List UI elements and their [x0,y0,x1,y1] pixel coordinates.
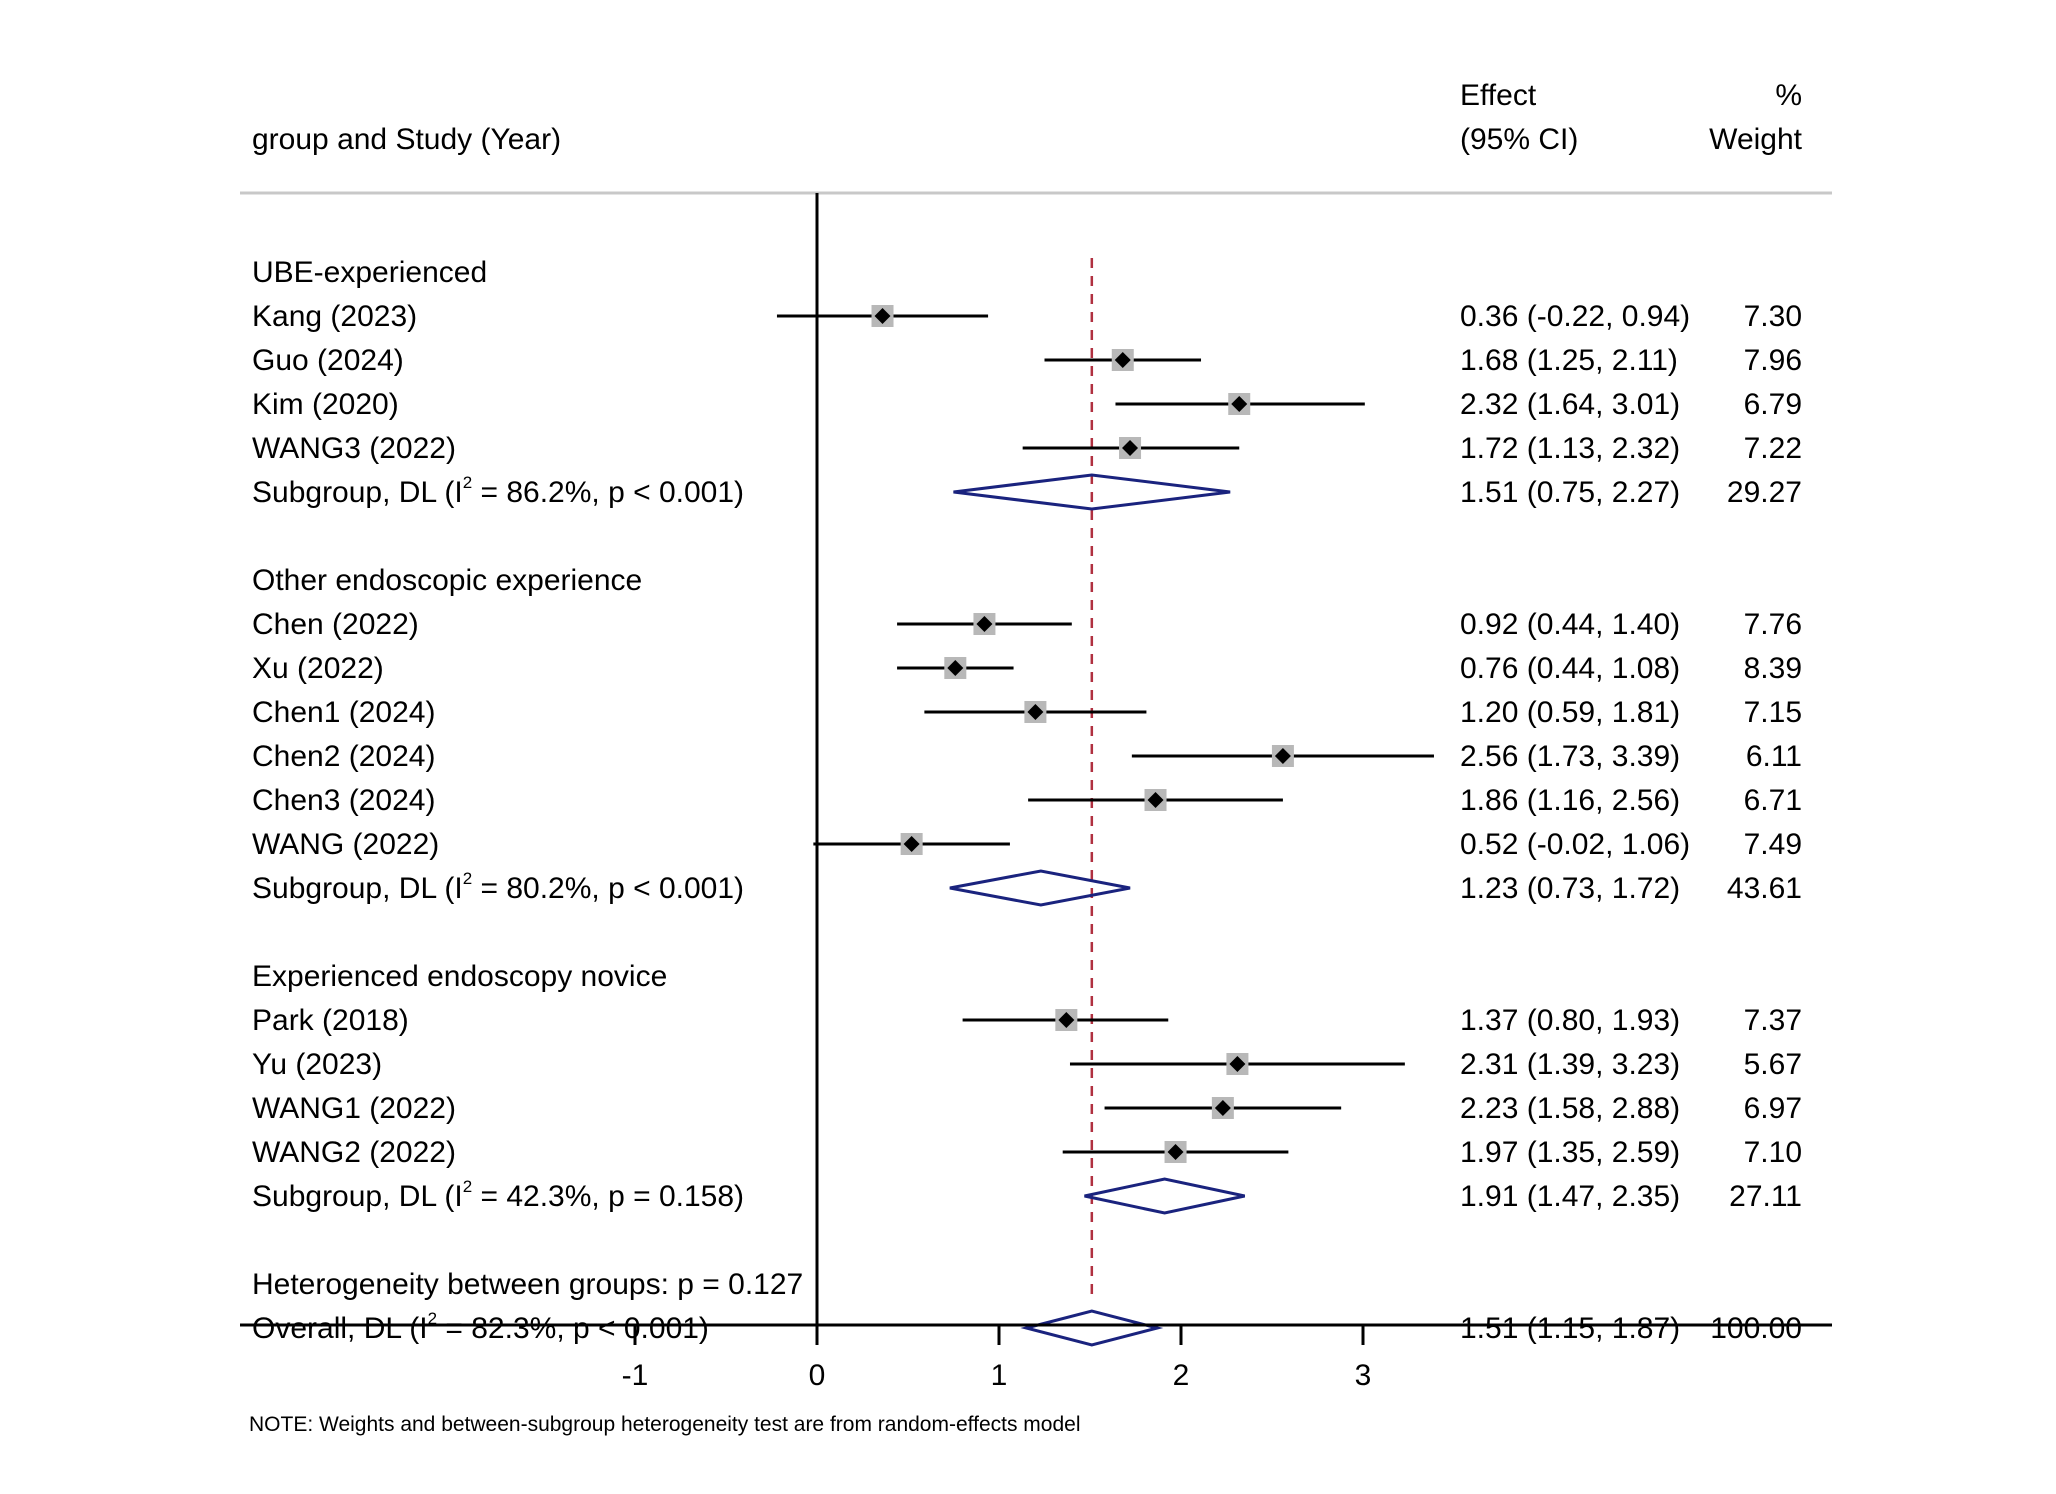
overall-weight-text: 100.00 [1710,1312,1802,1345]
weight-text-g1-s4: 6.71 [1744,784,1802,817]
point-estimate-g0-s0 [874,308,891,324]
header-study: group and Study (Year) [252,123,561,156]
study-label-g1-s0: Chen (2022) [252,608,419,641]
ci-text-g1-s3: 2.56 (1.73, 3.39) [1460,740,1680,773]
header-weight-line1: % [1775,79,1802,112]
subgroup-diamond-2 [1084,1177,1246,1215]
ci-text-g1-s5: 0.52 (-0.02, 1.06) [1460,828,1690,861]
group-label-0: UBE-experienced [252,256,487,289]
x-tick-label--1: -1 [622,1359,649,1392]
weight-text-g1-s2: 7.15 [1744,696,1802,729]
ci-text-g0-s1: 1.68 (1.25, 2.11) [1460,344,1678,377]
ci-text-g0-s2: 2.32 (1.64, 3.01) [1460,388,1680,421]
study-label-g0-s0: Kang (2023) [252,300,417,333]
study-label-g2-s2: WANG1 (2022) [252,1092,456,1125]
study-label-g2-s3: WANG2 (2022) [252,1136,456,1169]
study-label-g0-s1: Guo (2024) [252,344,404,377]
overall-diamond [1020,1309,1164,1347]
overall-ci-text: 1.51 (1.15, 1.87) [1460,1312,1680,1345]
point-estimate-g0-s3 [1122,440,1139,456]
subgroup-weight-text-2: 27.11 [1729,1180,1802,1213]
subgroup-diamond-0 [953,473,1231,511]
study-label-g1-s5: WANG (2022) [252,828,439,861]
point-estimate-g1-s1 [947,660,964,676]
ci-text-g1-s4: 1.86 (1.16, 2.56) [1460,784,1680,817]
header-effect-line1: Effect [1460,79,1537,112]
study-label-g0-s3: WANG3 (2022) [252,432,456,465]
weight-text-g0-s0: 7.30 [1744,300,1802,333]
subgroup-label-0: Subgroup, DL (I2 = 86.2%, p < 0.001) [252,473,744,509]
ci-text-g1-s1: 0.76 (0.44, 1.08) [1460,652,1680,685]
overall-label: Overall, DL (I2 = 82.3%, p < 0.001) [252,1309,709,1345]
point-estimate-g1-s4 [1147,792,1164,808]
header-effect-line2: (95% CI) [1460,123,1578,156]
study-label-g2-s1: Yu (2023) [252,1048,382,1081]
subgroup-weight-text-1: 43.61 [1727,872,1802,905]
point-estimate-g1-s2 [1027,704,1044,720]
weight-text-g2-s2: 6.97 [1744,1092,1802,1125]
point-estimate-g0-s1 [1114,352,1131,368]
weight-text-g0-s2: 6.79 [1744,388,1802,421]
point-estimate-g2-s1 [1229,1056,1246,1072]
ci-text-g1-s0: 0.92 (0.44, 1.40) [1460,608,1680,641]
footnote: NOTE: Weights and between-subgroup heter… [249,1413,1081,1436]
ci-text-g0-s3: 1.72 (1.13, 2.32) [1460,432,1680,465]
ci-text-g2-s2: 2.23 (1.58, 2.88) [1460,1092,1680,1125]
point-estimate-g2-s2 [1214,1100,1231,1116]
point-estimate-g2-s0 [1058,1012,1075,1028]
subgroup-label-1: Subgroup, DL (I2 = 80.2%, p < 0.001) [252,869,744,905]
group-label-2: Experienced endoscopy novice [252,960,667,993]
study-label-g1-s1: Xu (2022) [252,652,384,685]
x-tick-label-3: 3 [1355,1359,1372,1392]
forest-rows: UBE-experienced Kang (2023) 0.36 (-0.22, 0… [240,193,1832,1392]
ci-text-g2-s3: 1.97 (1.35, 2.59) [1460,1136,1680,1169]
point-estimate-g1-s5 [903,836,920,852]
header-weight-line2: Weight [1709,123,1802,156]
x-tick-label-1: 1 [991,1359,1008,1392]
point-estimate-g1-s3 [1274,748,1291,764]
point-estimate-g1-s0 [976,616,993,632]
subgroup-weight-text-0: 29.27 [1727,476,1802,509]
weight-text-g1-s0: 7.76 [1744,608,1802,641]
study-label-g1-s3: Chen2 (2024) [252,740,435,773]
point-estimate-g2-s3 [1167,1144,1184,1160]
weight-text-g2-s0: 7.37 [1744,1004,1802,1037]
weight-text-g0-s3: 7.22 [1744,432,1802,465]
subgroup-label-2: Subgroup, DL (I2 = 42.3%, p = 0.158) [252,1177,744,1213]
subgroup-ci-text-2: 1.91 (1.47, 2.35) [1460,1180,1680,1213]
group-label-1: Other endoscopic experience [252,564,642,597]
ci-text-g1-s2: 1.20 (0.59, 1.81) [1460,696,1680,729]
x-tick-label-0: 0 [809,1359,826,1392]
study-label-g1-s2: Chen1 (2024) [252,696,435,729]
weight-text-g0-s1: 7.96 [1744,344,1802,377]
weight-text-g1-s5: 7.49 [1744,828,1802,861]
weight-text-g2-s1: 5.67 [1744,1048,1802,1081]
x-tick-label-2: 2 [1173,1359,1190,1392]
study-label-g1-s4: Chen3 (2024) [252,784,435,817]
study-label-g0-s2: Kim (2020) [252,388,399,421]
subgroup-diamond-1 [949,869,1131,907]
subgroup-ci-text-0: 1.51 (0.75, 2.27) [1460,476,1680,509]
study-label-g2-s0: Park (2018) [252,1004,409,1037]
ci-text-g2-s1: 2.31 (1.39, 3.23) [1460,1048,1680,1081]
weight-text-g2-s3: 7.10 [1744,1136,1802,1169]
ci-text-g0-s0: 0.36 (-0.22, 0.94) [1460,300,1690,333]
subgroup-ci-text-1: 1.23 (0.73, 1.72) [1460,872,1680,905]
ci-text-g2-s0: 1.37 (0.80, 1.93) [1460,1004,1680,1037]
heterogeneity-text: Heterogeneity between groups: p = 0.127 [252,1268,803,1301]
weight-text-g1-s3: 6.11 [1746,740,1802,773]
weight-text-g1-s1: 8.39 [1744,652,1802,685]
point-estimate-g0-s2 [1231,396,1248,412]
